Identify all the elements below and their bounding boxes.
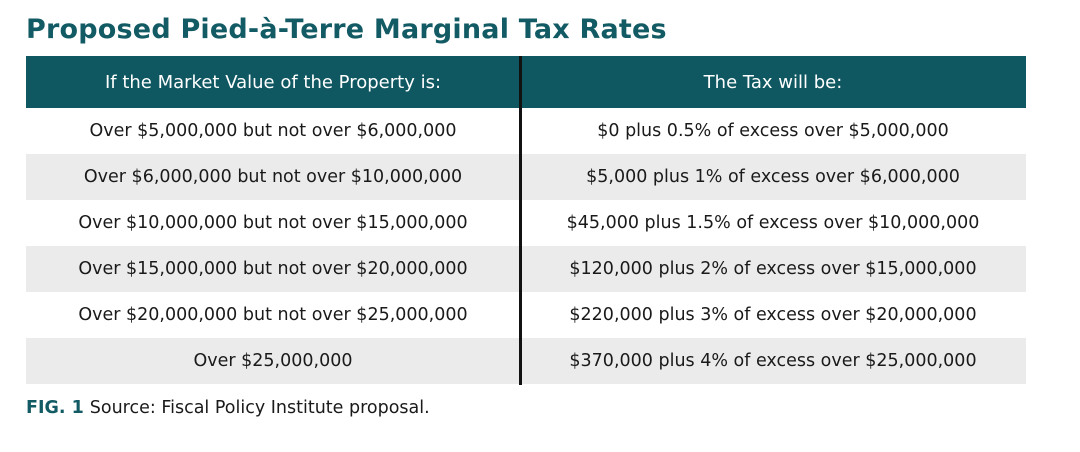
page-title: Proposed Pied-à-Terre Marginal Tax Rates [26, 14, 667, 45]
tax-cell: $45,000 plus 1.5% of excess over $10,000… [566, 213, 980, 233]
table-row: Over $6,000,000 but not over $10,000,000… [26, 154, 1026, 200]
figure-caption: FIG. 1 Source: Fiscal Policy Institute pr… [26, 398, 430, 418]
table-row: Over $25,000,000 $370,000 plus 4% of exc… [26, 338, 1026, 384]
figure-source-text: Source: Fiscal Policy Institute proposal… [89, 398, 430, 418]
column-header-market-value: If the Market Value of the Property is: [104, 71, 442, 93]
table-header: If the Market Value of the Property is: … [26, 56, 1026, 108]
tax-cell: $370,000 plus 4% of excess over $25,000,… [569, 351, 977, 371]
tax-cell: $0 plus 0.5% of excess over $5,000,000 [597, 121, 949, 141]
market-value-cell: Over $6,000,000 but not over $10,000,000 [83, 167, 463, 187]
tax-cell: $5,000 plus 1% of excess over $6,000,000 [586, 167, 960, 187]
column-divider [519, 56, 522, 385]
table-row: Over $5,000,000 but not over $6,000,000 … [26, 108, 1026, 154]
market-value-cell: Over $25,000,000 [193, 351, 353, 371]
table-row: Over $20,000,000 but not over $25,000,00… [26, 292, 1026, 338]
market-value-cell: Over $20,000,000 but not over $25,000,00… [78, 305, 468, 325]
column-header-tax: The Tax will be: [703, 71, 843, 93]
tax-rate-table: If the Market Value of the Property is: … [26, 56, 1026, 385]
figure-label: FIG. 1 [26, 398, 84, 418]
tax-cell: $220,000 plus 3% of excess over $20,000,… [569, 305, 977, 325]
market-value-cell: Over $10,000,000 but not over $15,000,00… [78, 213, 468, 233]
market-value-cell: Over $15,000,000 but not over $20,000,00… [78, 259, 468, 279]
tax-cell: $120,000 plus 2% of excess over $15,000,… [569, 259, 977, 279]
table-row: Over $10,000,000 but not over $15,000,00… [26, 200, 1026, 246]
market-value-cell: Over $5,000,000 but not over $6,000,000 [89, 121, 457, 141]
table-row: Over $15,000,000 but not over $20,000,00… [26, 246, 1026, 292]
